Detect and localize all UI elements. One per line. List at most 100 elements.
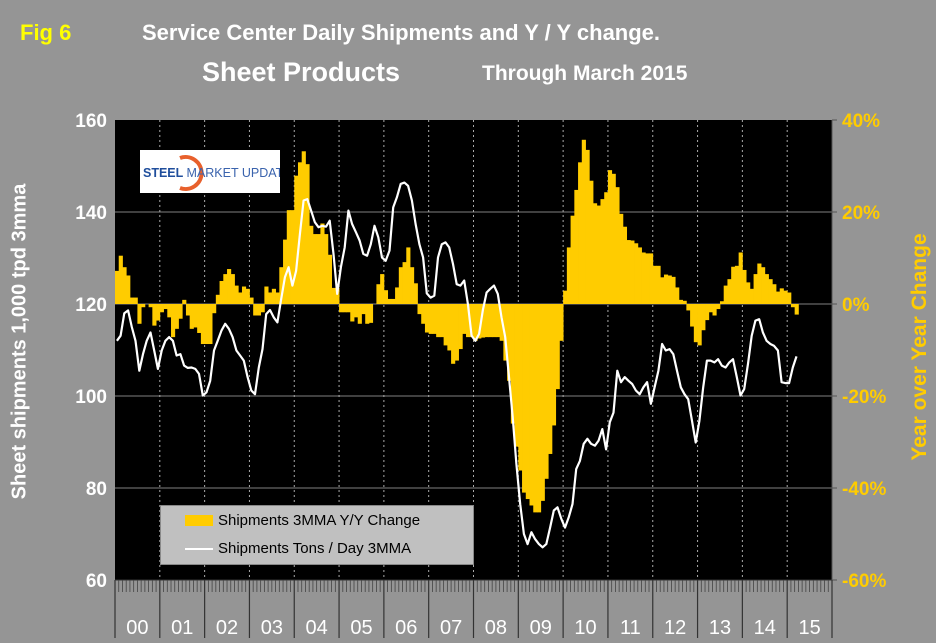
bar-yoy-change <box>559 304 564 341</box>
bar-yoy-change <box>742 269 747 304</box>
bar-yoy-change <box>645 253 650 304</box>
bar-yoy-change <box>148 304 153 308</box>
figure-number: Fig 6 <box>20 20 72 45</box>
bar-yoy-change <box>607 170 613 304</box>
bar-yoy-change <box>794 304 799 315</box>
bar-yoy-change <box>454 304 459 361</box>
bar-yoy-change <box>585 149 590 304</box>
bar-yoy-change <box>260 304 265 313</box>
bar-yoy-change <box>346 304 351 313</box>
bar-yoy-change <box>342 304 347 313</box>
x-tick-label-year: 07 <box>440 617 462 639</box>
bar-yoy-change <box>417 304 422 315</box>
bar-yoy-change <box>185 304 191 316</box>
bar-yoy-change <box>286 210 291 304</box>
bar-yoy-change <box>649 253 654 304</box>
bar-yoy-change <box>387 298 392 304</box>
bar-yoy-change <box>354 304 359 318</box>
bar-yoy-change <box>383 290 389 304</box>
bar-yoy-change <box>268 292 273 304</box>
bar-yoy-change <box>141 304 146 308</box>
bar-yoy-change <box>660 277 665 304</box>
bar-yoy-change <box>790 304 796 308</box>
bar-yoy-change <box>324 234 329 304</box>
bar-yoy-change <box>634 243 639 304</box>
bar-yoy-change <box>727 279 732 304</box>
bar-yoy-change <box>249 297 254 304</box>
bar-yoy-change <box>137 304 142 324</box>
bar-yoy-change <box>163 304 168 310</box>
bar-yoy-change <box>663 274 669 304</box>
bar-yoy-change <box>701 304 706 331</box>
bar-yoy-change <box>312 234 318 304</box>
bar-yoy-change <box>219 281 224 304</box>
bar-yoy-change <box>339 304 344 313</box>
left-axis-title: Sheet shipments 1,000 tpd 3mma <box>8 183 31 500</box>
chart-subtitle: Sheet Products <box>202 57 401 87</box>
right-tick-label: -20% <box>842 387 886 408</box>
bar-yoy-change <box>406 247 411 304</box>
bar-yoy-change <box>283 239 288 304</box>
bar-yoy-change <box>540 304 545 501</box>
left-tick-label: 140 <box>75 203 107 224</box>
right-tick-label: -40% <box>842 479 886 500</box>
x-tick-label-year: 06 <box>395 617 417 639</box>
legend-label-line: Shipments Tons / Day 3MMA <box>218 540 412 557</box>
bar-yoy-change <box>215 294 220 304</box>
bar-yoy-change <box>327 254 332 304</box>
bar-yoy-change <box>652 265 657 304</box>
bar-yoy-change <box>787 292 792 304</box>
bar-yoy-change <box>171 304 176 338</box>
bar-yoy-change <box>533 304 538 513</box>
bar-yoy-change <box>716 304 721 310</box>
bar-yoy-change <box>402 262 407 304</box>
bar-yoy-change <box>686 304 691 311</box>
bar-yoy-change <box>253 304 258 316</box>
bar-yoy-change <box>768 279 773 304</box>
bar-yoy-change <box>316 234 321 304</box>
bar-yoy-change <box>271 288 276 304</box>
bar-yoy-change <box>779 288 784 304</box>
bar-yoy-change <box>757 263 762 304</box>
bar-yoy-change <box>753 274 758 304</box>
bar-yoy-change <box>488 304 493 338</box>
bar-yoy-change <box>600 199 605 304</box>
bar-yoy-change <box>152 304 157 326</box>
bar-yoy-change <box>439 304 445 338</box>
bar-yoy-change <box>712 304 717 316</box>
bar-yoy-change <box>447 304 452 351</box>
bar-yoy-change <box>469 304 474 338</box>
bar-yoy-change <box>682 300 687 304</box>
bar-yoy-change <box>167 304 172 318</box>
bar-yoy-change <box>477 304 482 339</box>
bar-yoy-change <box>156 304 161 321</box>
bar-yoy-change <box>480 304 486 338</box>
logo-graphic: STEEL MARKET UPDATE <box>143 155 280 191</box>
bar-yoy-change <box>675 287 680 304</box>
bar-yoy-change <box>525 304 530 500</box>
bar-yoy-change <box>619 213 624 304</box>
bar-yoy-change <box>466 304 471 338</box>
bar-yoy-change <box>783 290 788 304</box>
bar-yoy-change <box>693 304 698 343</box>
bar-yoy-change <box>421 304 426 324</box>
x-tick-label-year: 02 <box>216 617 238 639</box>
x-tick-label-year: 12 <box>664 617 686 639</box>
bar-yoy-change <box>536 304 542 513</box>
bar-yoy-change <box>309 225 314 304</box>
bar-yoy-change <box>331 287 336 304</box>
bar-yoy-change <box>428 304 433 334</box>
bar-yoy-change <box>708 304 713 313</box>
bar-yoy-change <box>593 203 598 304</box>
bar-yoy-change <box>484 304 489 338</box>
legend-swatch-bar <box>185 515 213 526</box>
bar-yoy-change <box>611 173 616 304</box>
bar-yoy-change <box>335 287 340 304</box>
bar-yoy-change <box>723 285 728 304</box>
bar-yoy-change <box>380 274 385 304</box>
x-tick-label-year: 05 <box>350 617 372 639</box>
bar-yoy-change <box>451 304 456 364</box>
x-tick-label-year: 14 <box>754 617 776 639</box>
bar-yoy-change <box>294 175 299 304</box>
bar-yoy-change <box>395 287 400 304</box>
